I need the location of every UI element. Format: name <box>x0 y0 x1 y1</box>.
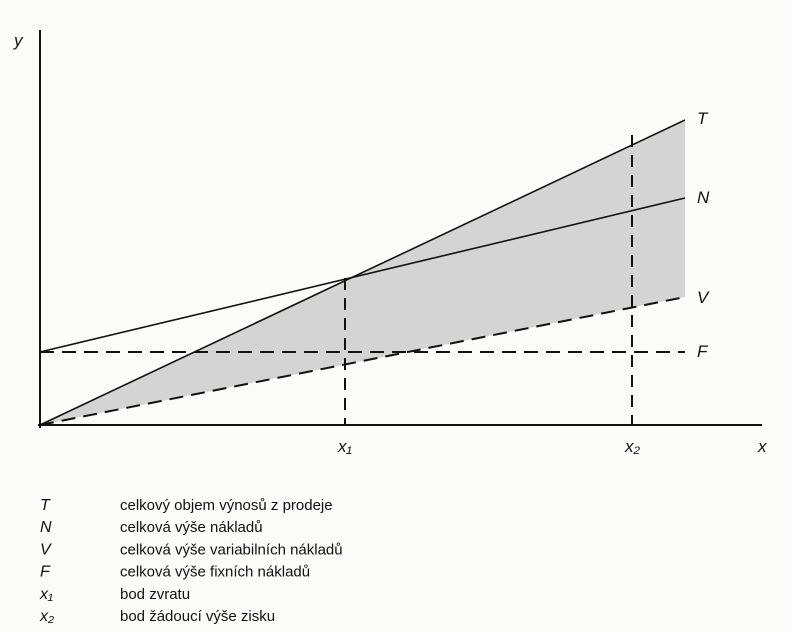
label-t: T <box>697 109 709 128</box>
legend-symbol: F <box>40 564 51 581</box>
label-v: V <box>697 288 710 307</box>
label-n: N <box>697 188 710 207</box>
legend-symbol: V <box>40 541 52 558</box>
label-x2: x₂ <box>624 437 641 456</box>
label-f: F <box>697 342 709 361</box>
legend-symbol: T <box>40 497 51 514</box>
legend-text: celkový objem výnosů z prodeje <box>120 497 333 514</box>
legend-text: celková výše nákladů <box>120 519 263 536</box>
line-t <box>39 119 686 426</box>
y-axis-label: y <box>13 31 24 50</box>
label-x1: x₁ <box>337 437 352 456</box>
legend-text: celková výše variabilních nákladů <box>120 541 343 558</box>
line-n <box>39 197 686 353</box>
x-axis-label: x <box>757 437 767 456</box>
legend-text: bod žádoucí výše zisku <box>120 608 275 625</box>
legend-text: celková výše fixních nákladů <box>120 564 310 581</box>
legend-text: bod zvratu <box>120 586 190 603</box>
legend-symbol: x₁ <box>39 586 53 603</box>
legend-symbol: x₂ <box>39 608 54 625</box>
legend-symbol: N <box>40 519 52 536</box>
